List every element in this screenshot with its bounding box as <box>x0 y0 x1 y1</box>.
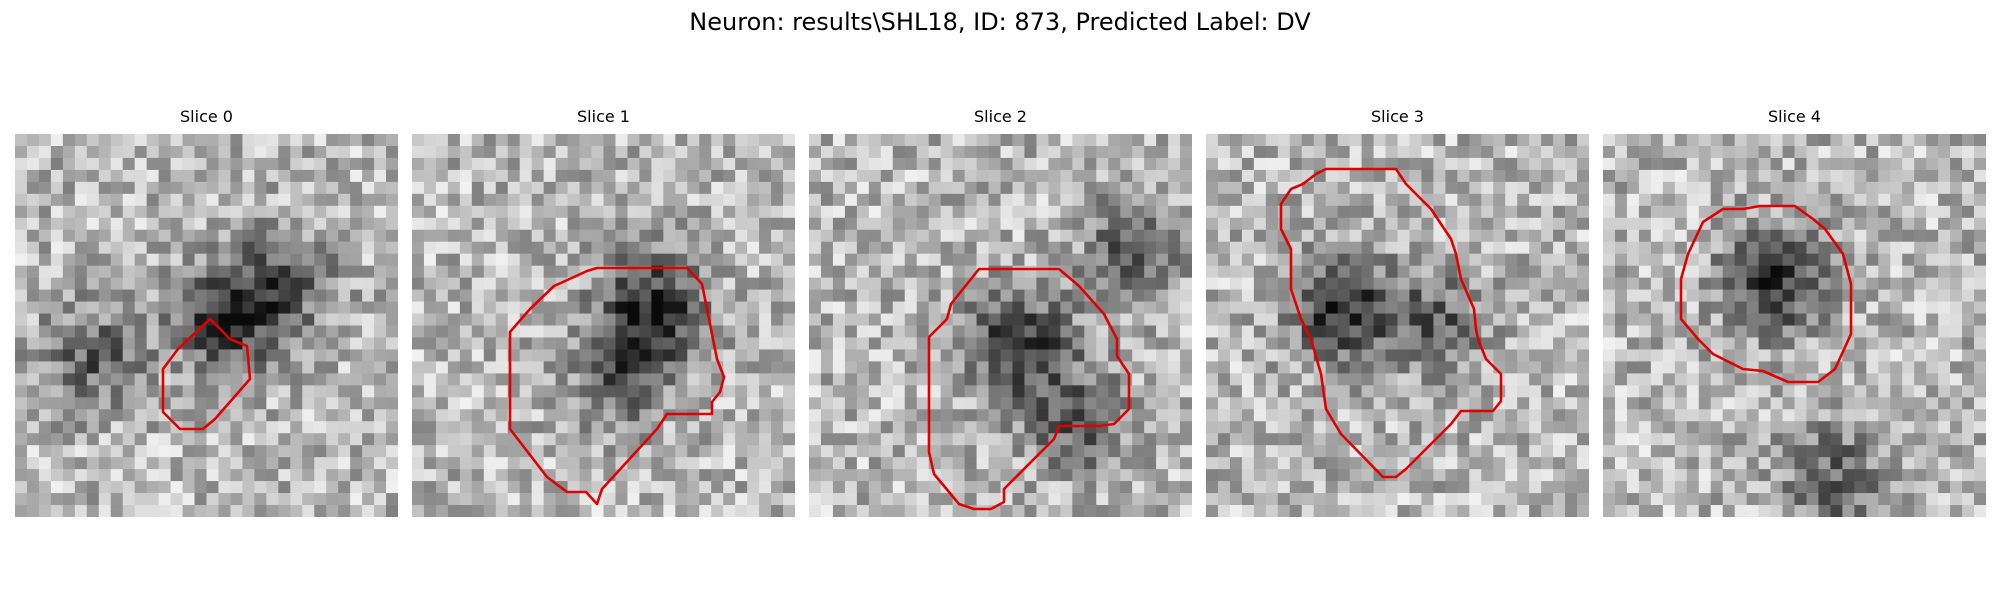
slice-panel-4: Slice 4 <box>1603 107 1986 517</box>
slice-title: Slice 0 <box>180 107 233 126</box>
slice-image-3 <box>1206 134 1589 517</box>
neuron-contour <box>927 267 1131 511</box>
slice-title: Slice 1 <box>577 107 630 126</box>
slice-panel-3: Slice 3 <box>1206 107 1589 517</box>
slice-panel-2: Slice 2 <box>809 107 1192 517</box>
slice-title: Slice 4 <box>1768 107 1821 126</box>
slice-image-0 <box>15 134 398 517</box>
neuron-contour <box>1679 204 1853 384</box>
slice-image-2 <box>809 134 1192 517</box>
slice-image-1 <box>412 134 795 517</box>
figure-title: Neuron: results\SHL18, ID: 873, Predicte… <box>689 8 1311 36</box>
neuron-contour <box>508 266 726 506</box>
neuron-contour <box>1279 167 1503 479</box>
slice-panel-1: Slice 1 <box>412 107 795 517</box>
slice-title: Slice 2 <box>974 107 1027 126</box>
slice-panel-0: Slice 0 <box>15 107 398 517</box>
neuron-contour <box>161 317 252 431</box>
slice-image-4 <box>1603 134 1986 517</box>
slice-title: Slice 3 <box>1371 107 1424 126</box>
